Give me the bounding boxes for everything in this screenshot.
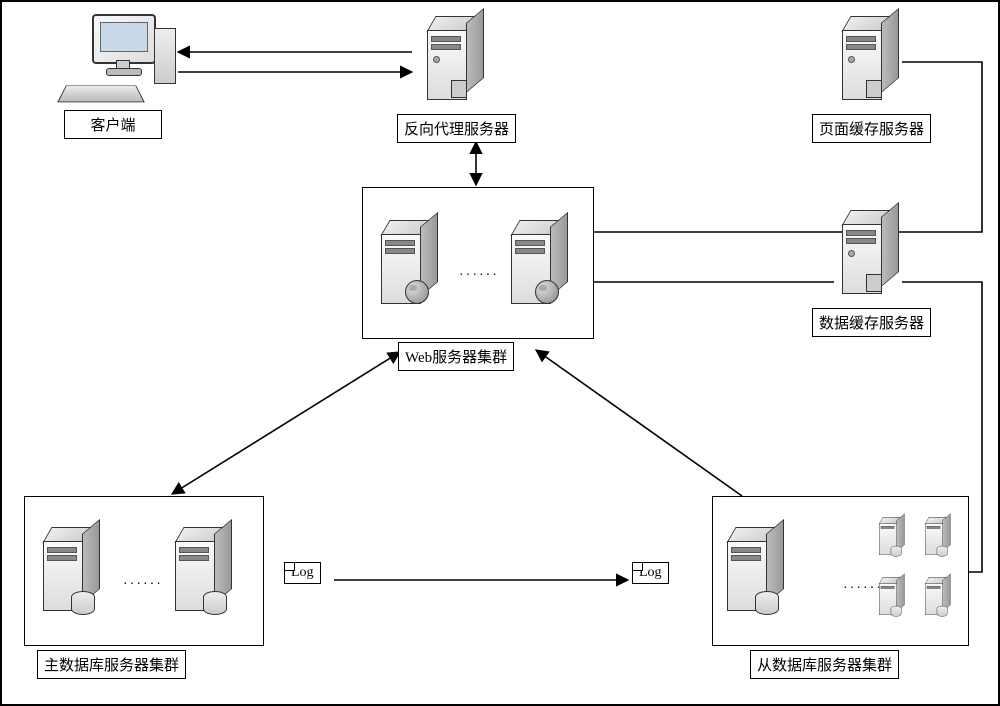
ellipsis: ······ [123,577,163,593]
client-label: 客户端 [64,110,162,139]
log-label-2: Log [632,562,669,584]
data-cache-node [842,210,900,296]
database-icon [71,591,93,617]
reverse-proxy-label: 反向代理服务器 [397,114,516,143]
database-icon [203,591,225,617]
ellipsis: ······ [459,268,499,284]
server-small-icon [879,517,905,556]
server-icon [842,210,900,296]
server-small-icon [879,577,905,616]
server-small-icon [925,577,951,616]
page-cache-node [842,16,900,102]
master-db-label: 主数据库服务器集群 [37,650,186,679]
client-node [62,14,172,112]
server-small-icon [925,517,951,556]
page-cache-label: 页面缓存服务器 [812,114,931,143]
edge-pagecache-web [594,62,982,232]
master-db-box: ······ [24,496,264,646]
web-cluster-box: ······ [362,187,594,339]
ellipsis: ······ [843,581,883,597]
slave-db-box: ······ [712,496,969,646]
data-cache-label: 数据缓存服务器 [812,308,931,337]
edge-web-masterdb [172,352,400,494]
database-icon [755,591,777,617]
edge-slavedb-web [536,350,742,496]
reverse-proxy-node [427,16,485,102]
server-icon [842,16,900,102]
log-label-1: Log [284,562,321,584]
globe-icon [405,280,429,304]
web-cluster-label: Web服务器集群 [398,342,514,371]
client-pc-icon [62,14,172,112]
slave-db-label: 从数据库服务器集群 [750,650,899,679]
globe-icon [535,280,559,304]
server-icon [427,16,485,102]
